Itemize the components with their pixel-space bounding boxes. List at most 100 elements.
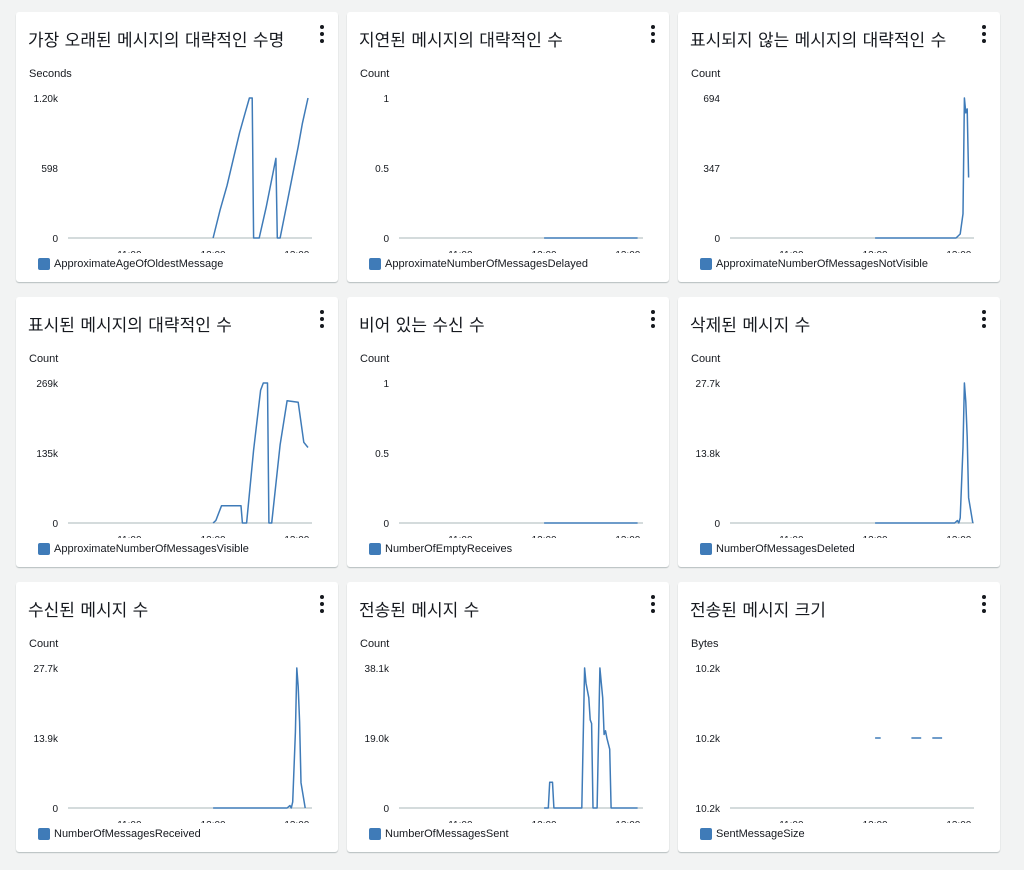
vertical-ellipsis-icon[interactable]: [976, 307, 992, 331]
y-tick-label: 10.2k: [696, 804, 721, 815]
legend-swatch: [700, 828, 712, 840]
legend[interactable]: ApproximateAgeOfOldestMessage: [38, 256, 223, 272]
x-tick-label: 11:00: [448, 535, 473, 538]
chart-svg: 10.2k 10.2k 10.2k 11:00 12:00 13:00: [696, 664, 974, 823]
y-tick-label: 0: [714, 234, 720, 245]
panel-title: 전송된 메시지 수: [359, 601, 480, 621]
series-line: [212, 382, 309, 524]
vertical-ellipsis-icon[interactable]: [645, 592, 661, 616]
y-tick-label: 13.8k: [696, 449, 721, 460]
x-tick-label: 11:00: [779, 535, 804, 538]
panel-title: 비어 있는 수신 수: [359, 316, 485, 336]
y-tick-label: 0.5: [375, 449, 389, 460]
series-line: [544, 667, 638, 809]
legend-swatch: [369, 258, 381, 270]
legend[interactable]: NumberOfEmptyReceives: [369, 541, 512, 557]
y-tick-label: 10.2k: [696, 664, 721, 675]
chart-svg: 0 0.5 1 11:00 12:00 13:00: [375, 379, 643, 538]
y-tick-label: 0: [383, 234, 389, 245]
x-tick-label: 11:00: [117, 250, 142, 253]
vertical-ellipsis-icon[interactable]: [314, 592, 330, 616]
series-line: [875, 97, 970, 239]
vertical-ellipsis-icon[interactable]: [976, 592, 992, 616]
y-tick-label: 135k: [36, 449, 59, 460]
x-tick-label: 12:00: [532, 535, 557, 538]
legend[interactable]: NumberOfMessagesDeleted: [700, 541, 855, 557]
x-tick-label: 11:00: [779, 820, 804, 823]
legend-swatch: [369, 543, 381, 555]
y-axis-unit: Bytes: [691, 638, 719, 650]
y-tick-label: 0: [52, 519, 58, 530]
x-tick-label: 13:00: [284, 250, 309, 253]
x-tick-label: 11:00: [779, 250, 804, 253]
x-tick-label: 13:00: [615, 535, 640, 538]
x-tick-label: 12:00: [201, 535, 226, 538]
x-tick-label: 13:00: [615, 250, 640, 253]
y-tick-label: 0: [383, 519, 389, 530]
y-tick-label: 347: [703, 164, 720, 175]
legend[interactable]: NumberOfMessagesSent: [369, 826, 509, 842]
x-tick-label: 12:00: [532, 820, 557, 823]
vertical-ellipsis-icon[interactable]: [314, 307, 330, 331]
legend[interactable]: ApproximateNumberOfMessagesVisible: [38, 541, 249, 557]
y-axis-unit: Count: [360, 638, 390, 650]
x-tick-label: 12:00: [863, 250, 888, 253]
x-tick-label: 13:00: [284, 820, 309, 823]
legend-swatch: [38, 543, 50, 555]
legend[interactable]: NumberOfMessagesReceived: [38, 826, 201, 842]
legend[interactable]: SentMessageSize: [700, 826, 805, 842]
y-axis-unit: Count: [360, 68, 390, 80]
x-tick-label: 13:00: [946, 820, 971, 823]
y-tick-label: 1: [383, 94, 389, 105]
y-tick-label: 0.5: [375, 164, 389, 175]
y-tick-label: 38.1k: [365, 664, 390, 675]
y-tick-label: 269k: [36, 379, 59, 390]
y-tick-label: 1.20k: [34, 94, 59, 105]
vertical-ellipsis-icon[interactable]: [645, 307, 661, 331]
y-tick-label: 10.2k: [696, 734, 721, 745]
y-tick-label: 0: [52, 234, 58, 245]
y-tick-label: 27.7k: [696, 379, 721, 390]
legend-swatch: [38, 828, 50, 840]
x-tick-label: 13:00: [615, 820, 640, 823]
chart-svg: 0 19.0k 38.1k 11:00 12:00 13:00: [365, 664, 643, 823]
legend[interactable]: ApproximateNumberOfMessagesDelayed: [369, 256, 588, 272]
chart-svg: 0 13.8k 27.7k 11:00 12:00 13:00: [696, 379, 974, 538]
x-tick-label: 13:00: [284, 535, 309, 538]
panel-title: 삭제된 메시지 수: [690, 316, 811, 336]
legend-label: NumberOfEmptyReceives: [385, 543, 513, 555]
metric-panel: 비어 있는 수신 수 Count NumberOfEmptyReceives 0 0.5…: [347, 297, 669, 567]
legend-swatch: [369, 828, 381, 840]
panel-title: 수신된 메시지 수: [28, 601, 149, 621]
legend[interactable]: ApproximateNumberOfMessagesNotVisible: [700, 256, 928, 272]
metric-panel: 수신된 메시지 수 Count NumberOfMessagesReceived 0 1…: [16, 582, 338, 852]
legend-label: NumberOfMessagesSent: [385, 828, 509, 840]
y-tick-label: 1: [383, 379, 389, 390]
x-tick-label: 11:00: [448, 820, 473, 823]
panel-title: 표시되지 않는 메시지의 대략적인 수: [690, 31, 947, 51]
legend-swatch: [38, 258, 50, 270]
y-axis-unit: Count: [29, 638, 59, 650]
x-tick-label: 12:00: [863, 535, 888, 538]
metric-panel: 전송된 메시지 수 Count NumberOfMessagesSent 0 19.0k…: [347, 582, 669, 852]
panel-title: 가장 오래된 메시지의 대략적인 수명: [28, 31, 285, 51]
metric-panel: 가장 오래된 메시지의 대략적인 수명 Seconds ApproximateAge…: [16, 12, 338, 282]
chart-svg: 0 13.9k 27.7k 11:00 12:00 13:00: [34, 664, 312, 823]
y-tick-label: 27.7k: [34, 664, 59, 675]
chart-svg: 0 598 1.20k 11:00 12:00 13:00: [34, 94, 312, 253]
vertical-ellipsis-icon[interactable]: [645, 22, 661, 46]
legend-label: ApproximateNumberOfMessagesNotVisible: [716, 258, 928, 270]
vertical-ellipsis-icon[interactable]: [976, 22, 992, 46]
series-line: [212, 97, 309, 239]
legend-label: SentMessageSize: [716, 828, 805, 840]
y-tick-label: 0: [383, 804, 389, 815]
legend-label: ApproximateNumberOfMessagesDelayed: [385, 258, 588, 270]
x-tick-label: 12:00: [532, 250, 557, 253]
legend-label: ApproximateNumberOfMessagesVisible: [54, 543, 249, 555]
vertical-ellipsis-icon[interactable]: [314, 22, 330, 46]
y-tick-label: 598: [41, 164, 58, 175]
legend-swatch: [700, 543, 712, 555]
chart-svg: 0 135k 269k 11:00 12:00 13:00: [36, 379, 312, 538]
metric-panel: 삭제된 메시지 수 Count NumberOfMessagesDeleted 0 13…: [678, 297, 1000, 567]
